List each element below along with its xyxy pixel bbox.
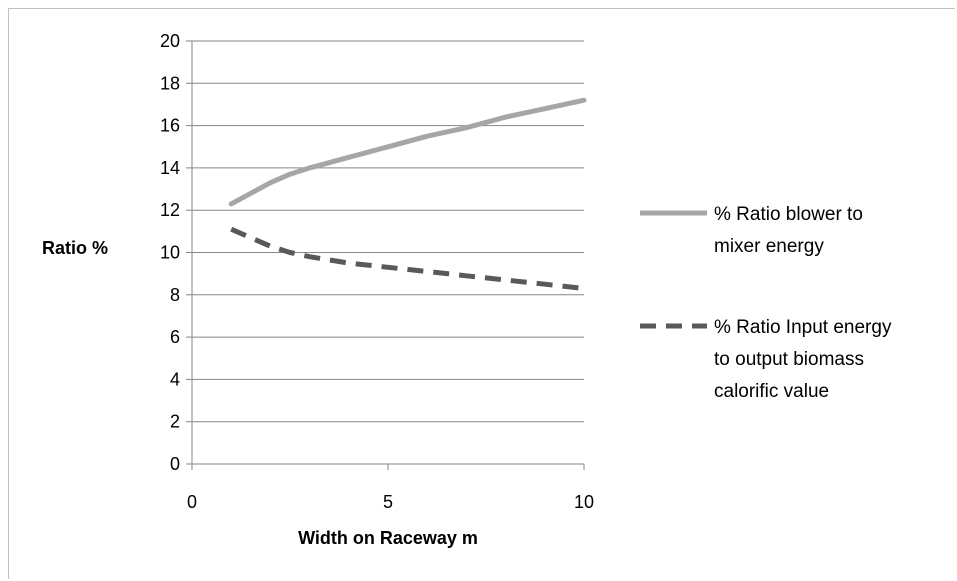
x-tick-label: 0 bbox=[187, 492, 197, 512]
axes bbox=[186, 40, 585, 470]
series-line-1 bbox=[230, 226, 585, 291]
y-tick-label: 12 bbox=[160, 200, 180, 220]
x-tick-label: 10 bbox=[574, 492, 594, 512]
chart-frame bbox=[8, 8, 955, 579]
y-tick-label: 2 bbox=[170, 412, 180, 432]
y-tick-label: 18 bbox=[160, 73, 180, 93]
legend-label-line: calorific value bbox=[714, 381, 829, 402]
y-tick-label: 16 bbox=[160, 116, 180, 136]
y-tick-label: 14 bbox=[160, 158, 180, 178]
x-tick-label: 5 bbox=[383, 492, 393, 512]
x-axis-title: Width on Raceway m bbox=[298, 528, 478, 548]
series-lines bbox=[228, 97, 587, 291]
legend-label-line: % Ratio blower to bbox=[714, 204, 863, 225]
legend-label-line: % Ratio Input energy bbox=[714, 317, 892, 338]
y-tick-label: 0 bbox=[170, 454, 180, 474]
legend: % Ratio blower to mixer energy % Ratio In… bbox=[640, 204, 892, 402]
legend-label-blower-to-mixer: % Ratio blower to mixer energy bbox=[714, 204, 863, 257]
y-tick-label: 4 bbox=[170, 369, 180, 389]
legend-label-line: mixer energy bbox=[714, 236, 824, 257]
gridlines bbox=[192, 40, 584, 423]
legend-label-input-to-output: % Ratio Input energy to output biomass cal… bbox=[714, 317, 892, 402]
y-tick-label: 6 bbox=[170, 327, 180, 347]
y-tick-label: 10 bbox=[160, 243, 180, 263]
x-tick-labels: 0 5 10 bbox=[187, 492, 594, 512]
y-tick-labels: 0 2 4 6 8 10 12 14 16 18 20 bbox=[160, 31, 180, 474]
legend-label-line: to output biomass bbox=[714, 349, 864, 370]
y-tick-label: 8 bbox=[170, 285, 180, 305]
series-line-0 bbox=[228, 97, 587, 207]
y-tick-label: 20 bbox=[160, 31, 180, 51]
y-axis-title: Ratio % bbox=[42, 238, 108, 258]
